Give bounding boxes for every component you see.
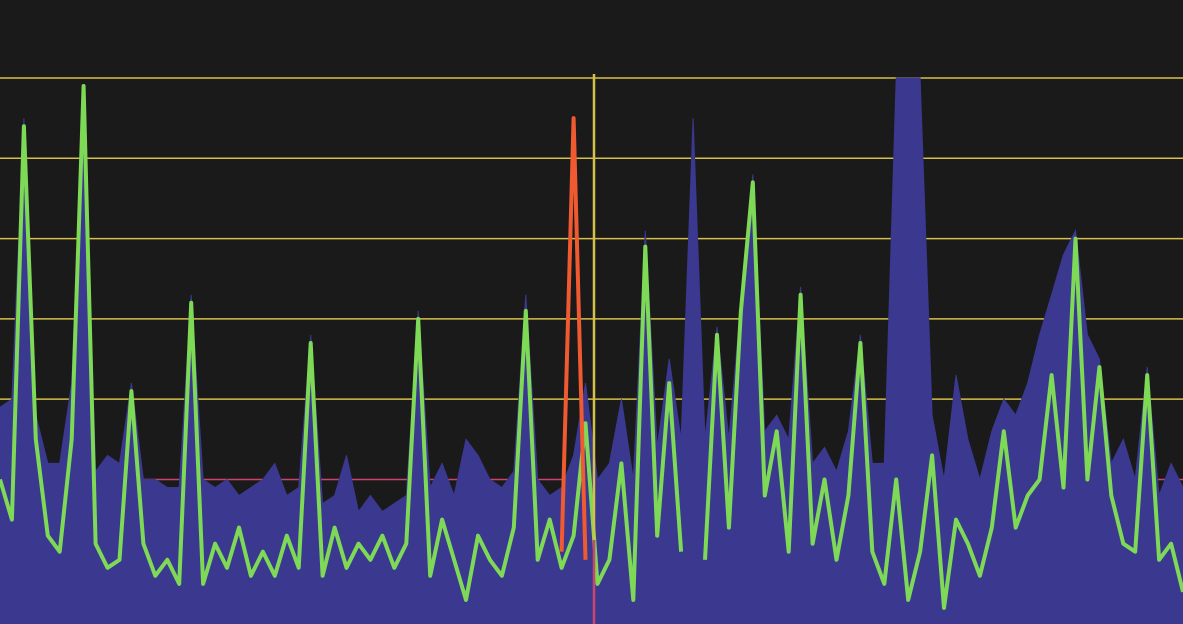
traces [0,77,1183,624]
trace-line [559,116,588,560]
spectrum-area [0,77,1183,624]
trace-line [0,84,1183,610]
